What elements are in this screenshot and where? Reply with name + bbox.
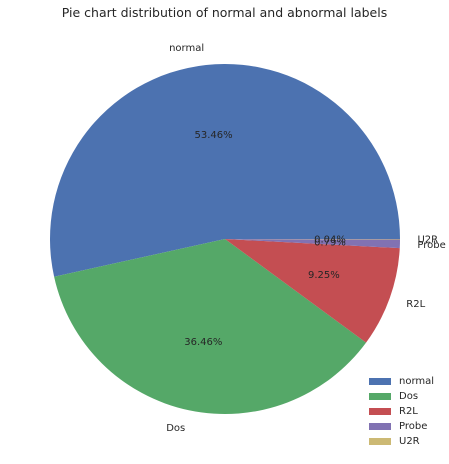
legend-label: Dos (399, 391, 419, 402)
slice-percent-label: 9.25% (308, 270, 340, 281)
chart-legend: normal Dos R2L Probe U2R (369, 374, 447, 449)
legend-label: R2L (399, 406, 418, 417)
legend-item-dos: Dos (369, 389, 447, 404)
legend-swatch (369, 393, 391, 400)
legend-label: normal (399, 376, 435, 387)
slice-percent-label: 0.79% (314, 237, 346, 248)
slice-percent-label: 0.04% (314, 235, 346, 246)
legend-item-r2l: R2L (369, 404, 447, 419)
slice-category-label: Dos (166, 423, 185, 434)
pie-slice-r2l (225, 239, 400, 343)
legend-item-probe: Probe (369, 419, 447, 434)
legend-item-u2r: U2R (369, 434, 447, 449)
legend-swatch (369, 408, 391, 415)
pie-slice-dos (54, 239, 367, 414)
pie-slice-probe (225, 239, 400, 249)
slice-category-label: U2R (417, 235, 438, 246)
slice-category-label: R2L (406, 299, 425, 310)
legend-label: Probe (399, 421, 428, 432)
legend-swatch (369, 438, 391, 445)
legend-swatch (369, 423, 391, 430)
legend-item-normal: normal (369, 374, 447, 389)
chart-title: Pie chart distribution of normal and abn… (61, 5, 388, 20)
legend-label: U2R (399, 436, 420, 447)
slice-category-label: Probe (417, 240, 445, 251)
slice-percent-label: 53.46% (195, 130, 233, 141)
slice-category-label: normal (169, 43, 204, 54)
slice-percent-label: 36.46% (184, 337, 222, 348)
pie-slice-normal (49, 63, 400, 277)
legend-swatch (369, 378, 391, 385)
